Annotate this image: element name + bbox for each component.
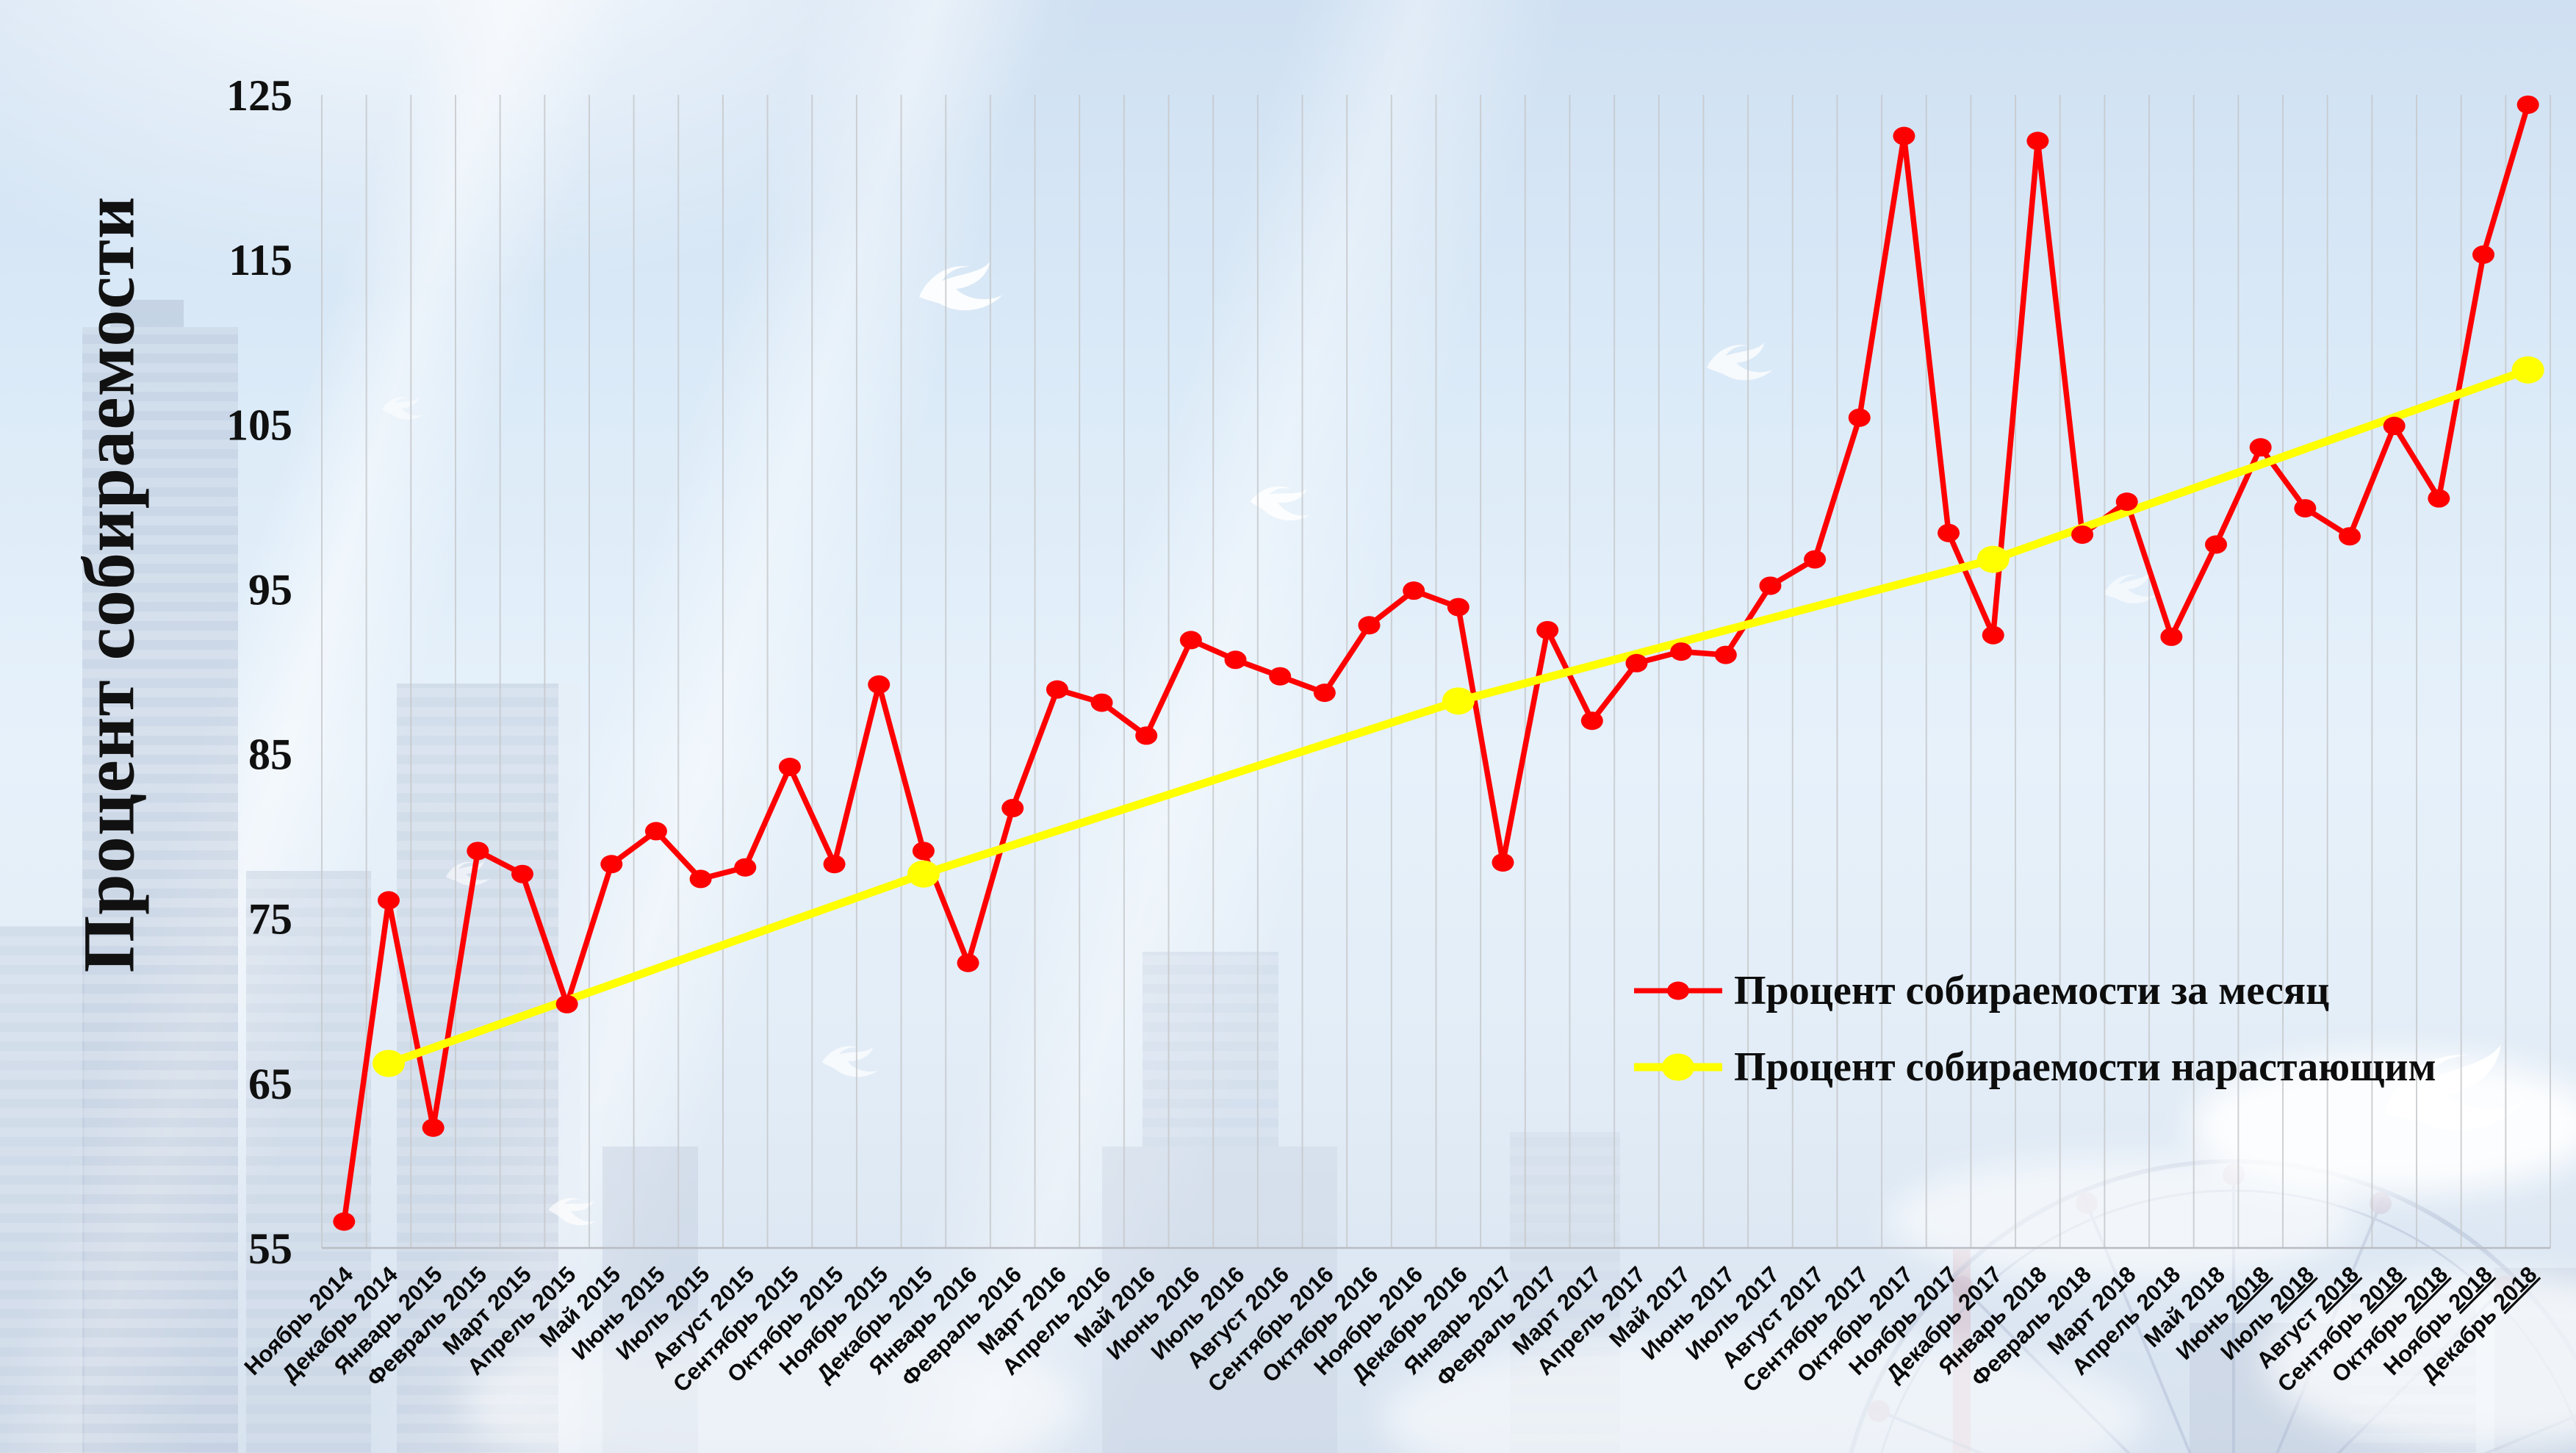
- series-monthly-point: [2516, 95, 2539, 114]
- series-monthly-point: [2249, 438, 2272, 457]
- series-monthly-point: [1447, 598, 1469, 617]
- series-monthly-point: [1848, 408, 1871, 427]
- series-monthly-point: [1046, 680, 1068, 699]
- y-tick-label: 75: [248, 895, 292, 944]
- y-tick-label: 125: [226, 71, 292, 120]
- y-tick-label: 55: [248, 1224, 292, 1273]
- series-monthly-point: [1135, 726, 1158, 745]
- series-monthly-point: [1269, 667, 1292, 686]
- series-monthly-point: [467, 842, 489, 861]
- series-monthly-point: [1001, 799, 1024, 818]
- series-monthly-point: [422, 1118, 445, 1137]
- legend-item-monthly: Процент собираемости за месяц: [1633, 966, 2436, 1016]
- series-monthly-point: [2383, 417, 2406, 436]
- series-cumulative-point: [907, 860, 940, 888]
- series-monthly-point: [2026, 132, 2049, 151]
- y-tick-label: 105: [226, 401, 292, 449]
- series-monthly-point: [1670, 642, 1693, 661]
- series-monthly-point: [1982, 625, 2004, 645]
- series-cumulative-point: [372, 1050, 405, 1077]
- series-cumulative-point: [2511, 356, 2544, 384]
- series-monthly-point: [555, 994, 578, 1013]
- series-monthly-point: [868, 675, 891, 694]
- series-monthly-point: [1179, 631, 1202, 650]
- series-monthly-point: [1536, 620, 1559, 639]
- series-monthly-point: [2294, 499, 2317, 518]
- series-cumulative-point: [1442, 687, 1475, 715]
- series-monthly-point: [2205, 535, 2228, 554]
- series-monthly-point: [1090, 693, 1113, 712]
- series-monthly-point: [778, 758, 801, 777]
- legend: Процент собираемости за месяц Процент со…: [1633, 966, 2436, 1092]
- series-monthly-point: [600, 855, 623, 874]
- legend-label-cumulative: Процент собираемости нарастающим: [1734, 1044, 2436, 1090]
- series-monthly-point: [1625, 653, 1648, 672]
- series-monthly-point: [377, 891, 400, 910]
- series-monthly-point: [1492, 853, 1514, 872]
- y-tick-label: 115: [229, 236, 292, 284]
- series-monthly-point: [1580, 711, 1603, 731]
- series-monthly-point: [1224, 650, 1247, 670]
- series-monthly-point: [2071, 525, 2094, 544]
- cloud-group: [463, 1055, 2576, 1453]
- series-monthly-point: [1938, 523, 1960, 542]
- series-monthly-point: [1714, 645, 1737, 664]
- series-monthly-point: [644, 822, 667, 841]
- series-monthly-point: [2160, 627, 2183, 646]
- legend-item-cumulative: Процент собираемости нарастающим: [1633, 1042, 2436, 1092]
- series-monthly-point: [2472, 245, 2495, 264]
- series-monthly-point: [1403, 581, 1425, 600]
- series-monthly-point: [2428, 489, 2450, 508]
- legend-marker-monthly-icon: [1634, 981, 1722, 1000]
- series-monthly-point: [2339, 527, 2361, 546]
- series-monthly-point: [511, 864, 533, 883]
- y-tick-label: 95: [248, 565, 292, 614]
- series-monthly-point: [689, 869, 712, 889]
- series-monthly-point: [734, 858, 757, 877]
- series-monthly-point: [1759, 576, 1782, 595]
- series-monthly-point: [912, 842, 935, 861]
- series-monthly-point: [2115, 492, 2138, 512]
- series-cumulative-point: [1976, 545, 2010, 573]
- series-monthly-point: [1893, 126, 1915, 146]
- series-monthly-point: [957, 953, 979, 972]
- series-monthly-point: [1313, 684, 1336, 703]
- series-monthly-point: [333, 1212, 356, 1231]
- building-silhouette-group: [0, 300, 2576, 1453]
- series-cumulative-line: [384, 365, 2533, 1068]
- y-tick-label: 85: [248, 731, 292, 779]
- y-tick-label: 65: [248, 1060, 292, 1108]
- series-monthly-point: [823, 855, 846, 874]
- series-monthly-point: [1804, 550, 1827, 569]
- legend-label-monthly: Процент собираемости за месяц: [1734, 968, 2330, 1013]
- legend-marker-cumulative-icon: [1634, 1053, 1722, 1081]
- series-monthly-point: [1358, 616, 1381, 635]
